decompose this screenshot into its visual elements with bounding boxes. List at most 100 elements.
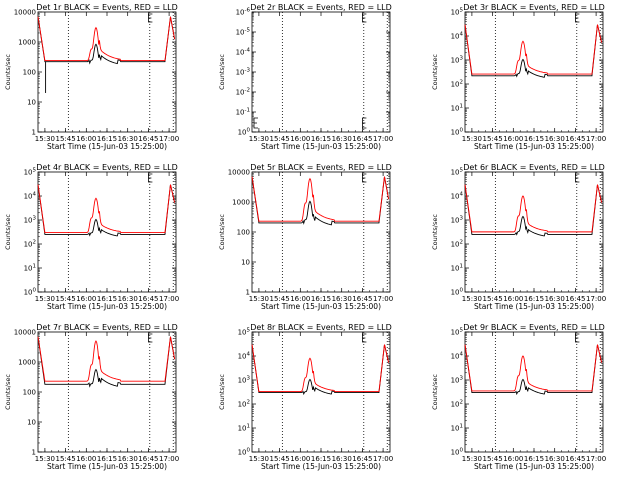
- x-tick-label: 15:45: [270, 295, 290, 303]
- plot-frame: [37, 331, 177, 453]
- x-tick-label: 16:00: [76, 295, 96, 303]
- x-tick-label: 16:00: [503, 295, 523, 303]
- x-tick-label: 16:30: [118, 455, 138, 463]
- x-tick-label: 16:15: [524, 455, 544, 463]
- lld-series-line: [37, 16, 176, 62]
- y-tick-label: 1000: [18, 39, 36, 47]
- y-axis-label: Counts/sec: [4, 374, 12, 410]
- x-tick-label: 16:15: [311, 135, 331, 143]
- y-tick-label: 10-2: [236, 88, 250, 97]
- x-tick-label: 16:45: [565, 295, 585, 303]
- x-tick-label: 16:30: [332, 295, 352, 303]
- y-tick-label: 10: [241, 259, 250, 267]
- x-tick-label: 16:30: [545, 455, 565, 463]
- x-tick-label: 16:45: [352, 295, 372, 303]
- x-tick-label: 15:30: [462, 135, 482, 143]
- y-tick-label: 105: [451, 168, 464, 177]
- y-tick-label: 104: [451, 352, 464, 361]
- x-tick-label: 17:00: [373, 295, 393, 303]
- x-tick-label: 16:15: [524, 295, 544, 303]
- panel-title: Det 4r BLACK = Events, RED = LLD: [36, 163, 178, 172]
- y-tick-label: 100: [237, 229, 250, 237]
- y-axis-label: Counts/sec: [431, 54, 439, 90]
- plot-frame: [37, 171, 177, 293]
- y-tick-label: 10: [27, 419, 36, 427]
- y-tick-label: 105: [451, 328, 464, 337]
- y-tick-label: 103: [451, 56, 464, 65]
- panel-title: Det 5r BLACK = Events, RED = LLD: [250, 163, 392, 172]
- panel-title: Det 9r BLACK = Events, RED = LLD: [463, 323, 605, 332]
- x-axis-label: Start Time (15-Jun-03 15:25:00): [474, 462, 594, 471]
- x-tick-label: 16:00: [503, 455, 523, 463]
- y-tick-label: 105: [24, 168, 37, 177]
- x-tick-label: 17:00: [159, 135, 179, 143]
- events-series-line: [37, 184, 176, 237]
- state-marker-icon: [148, 333, 153, 343]
- plot-frame: [464, 11, 604, 133]
- x-tick-label: 15:45: [483, 295, 503, 303]
- x-axis-label: Start Time (15-Jun-03 15:25:00): [47, 142, 167, 151]
- x-tick-label: 15:45: [56, 295, 76, 303]
- panel-title: Det 8r BLACK = Events, RED = LLD: [250, 323, 392, 332]
- x-tick-label: 15:45: [56, 455, 76, 463]
- x-tick-label: 16:15: [311, 455, 331, 463]
- x-tick-label: 17:00: [586, 455, 606, 463]
- x-tick-label: 16:30: [118, 295, 138, 303]
- y-tick-label: 10-1: [236, 108, 250, 117]
- y-tick-label: 10000: [228, 169, 250, 177]
- y-tick-label: 102: [451, 400, 463, 409]
- y-tick-label: 101: [238, 424, 250, 433]
- panel-title: Det 7r BLACK = Events, RED = LLD: [36, 323, 178, 332]
- y-tick-label: 102: [24, 240, 36, 249]
- state-marker-icon: [253, 117, 258, 129]
- y-tick-label: 1000: [18, 359, 36, 367]
- x-tick-label: 16:15: [97, 135, 117, 143]
- y-tick-label: 103: [451, 216, 464, 225]
- panel-det5: Det 5r BLACK = Events, RED = LLD 1 10 100 10…: [218, 163, 393, 311]
- x-tick-label: 15:30: [35, 455, 55, 463]
- y-tick-label: 10-6: [236, 8, 251, 17]
- state-marker-icon: [362, 173, 367, 183]
- plot-frame: [251, 11, 391, 133]
- x-tick-label: 15:30: [35, 295, 55, 303]
- y-tick-label: 100: [238, 128, 251, 137]
- x-tick-label: 15:30: [249, 455, 269, 463]
- x-tick-label: 16:30: [545, 135, 565, 143]
- state-marker-icon: [575, 333, 580, 343]
- plot-frame: [251, 171, 391, 293]
- x-tick-label: 15:45: [56, 135, 76, 143]
- x-tick-label: 16:30: [332, 135, 352, 143]
- x-axis-label: Start Time (15-Jun-03 15:25:00): [47, 462, 167, 471]
- y-tick-label: 1: [246, 289, 250, 297]
- y-tick-label: 105: [451, 8, 464, 17]
- y-tick-label: 105: [238, 328, 251, 337]
- y-tick-label: 101: [451, 104, 463, 113]
- x-tick-label: 16:00: [76, 135, 96, 143]
- x-tick-label: 17:00: [159, 295, 179, 303]
- lld-series-line: [464, 24, 603, 75]
- state-marker-icon: [362, 13, 367, 23]
- panel-det2: Det 2r BLACK = Events, RED = LLD 100 10-1 1…: [218, 3, 393, 151]
- y-tick-label: 103: [238, 376, 251, 385]
- plot-frame: [37, 11, 177, 133]
- y-tick-label: 104: [24, 192, 37, 201]
- x-axis-label: Start Time (15-Jun-03 15:25:00): [261, 302, 381, 311]
- events-series-line: [37, 16, 176, 65]
- panel-title: Det 3r BLACK = Events, RED = LLD: [463, 3, 605, 12]
- plot-frame: [464, 331, 604, 453]
- y-tick-label: 1000: [232, 199, 250, 207]
- y-tick-label: 1: [32, 129, 36, 137]
- x-axis-label: Start Time (15-Jun-03 15:25:00): [474, 302, 594, 311]
- state-marker-icon: [148, 13, 153, 23]
- x-tick-label: 17:00: [586, 295, 606, 303]
- y-tick-label: 101: [451, 424, 463, 433]
- x-tick-label: 15:30: [249, 135, 269, 143]
- x-axis-label: Start Time (15-Jun-03 15:25:00): [261, 462, 381, 471]
- y-tick-label: 102: [238, 400, 250, 409]
- state-marker-icon: [575, 173, 580, 183]
- y-axis-label: Counts/sec: [218, 54, 226, 90]
- x-tick-label: 16:00: [290, 135, 310, 143]
- state-marker-icon: [362, 117, 367, 129]
- x-tick-label: 16:15: [311, 295, 331, 303]
